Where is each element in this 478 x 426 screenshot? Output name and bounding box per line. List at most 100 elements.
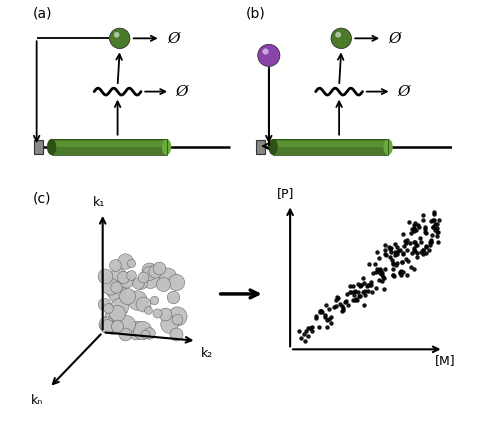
Point <box>410 227 417 234</box>
Point <box>409 250 416 257</box>
Point <box>412 227 420 234</box>
Point <box>403 271 411 278</box>
Point <box>361 292 369 299</box>
Point <box>350 296 358 303</box>
Point <box>100 300 108 307</box>
Point <box>376 277 383 284</box>
Point <box>430 223 437 230</box>
Point <box>322 314 329 321</box>
Point <box>401 238 408 245</box>
Point <box>161 311 169 317</box>
Point <box>390 266 397 273</box>
Point <box>433 233 441 239</box>
Point <box>381 250 389 257</box>
Text: k₂: k₂ <box>201 347 213 360</box>
Point <box>101 273 109 279</box>
Point <box>104 305 111 312</box>
Point <box>419 216 427 223</box>
Point <box>433 220 441 227</box>
Point <box>425 246 433 253</box>
Point <box>172 331 179 338</box>
Point <box>304 324 312 331</box>
Point <box>431 227 439 233</box>
Point <box>420 247 427 253</box>
Point <box>301 337 308 344</box>
Point <box>378 271 386 278</box>
Point <box>324 317 331 323</box>
Point <box>392 250 400 257</box>
Circle shape <box>109 28 130 49</box>
Point <box>351 297 358 304</box>
Point <box>327 319 335 326</box>
Point <box>414 222 422 229</box>
Text: (b): (b) <box>245 6 265 20</box>
Point <box>111 262 119 269</box>
Point <box>121 331 129 337</box>
Point <box>152 268 159 275</box>
Point <box>325 316 333 322</box>
Point <box>372 285 380 292</box>
Point <box>411 220 418 227</box>
Point <box>304 332 312 339</box>
Circle shape <box>331 28 351 49</box>
Point <box>376 266 384 273</box>
Point <box>134 280 141 287</box>
Point <box>423 250 430 256</box>
Point <box>297 335 305 342</box>
Point <box>397 269 404 276</box>
Circle shape <box>258 44 280 66</box>
Point <box>317 308 325 314</box>
Point <box>137 279 144 286</box>
Point <box>434 239 442 245</box>
Point <box>146 276 153 283</box>
Point <box>145 267 152 273</box>
Point <box>350 288 358 295</box>
Point <box>321 311 329 318</box>
Point <box>169 294 176 300</box>
Point <box>145 330 152 337</box>
Point <box>122 277 130 284</box>
Point <box>355 292 362 299</box>
Point <box>365 261 373 268</box>
Point <box>398 259 406 265</box>
Point <box>144 306 152 313</box>
Point <box>103 323 111 330</box>
Point <box>427 236 435 243</box>
Point <box>427 238 435 245</box>
Point <box>165 320 173 327</box>
Ellipse shape <box>47 139 56 155</box>
Point <box>400 242 408 249</box>
Point <box>369 289 376 296</box>
Point <box>339 305 347 311</box>
Point <box>387 253 394 260</box>
Bar <box>52 139 166 155</box>
Point <box>174 316 181 322</box>
Point <box>419 247 426 253</box>
Point <box>411 226 418 233</box>
Point <box>356 293 363 299</box>
Point <box>402 256 410 262</box>
Point <box>123 292 130 299</box>
Point <box>416 235 424 242</box>
Point <box>431 221 439 227</box>
Point <box>347 283 354 290</box>
Point <box>391 241 399 248</box>
Point <box>387 248 394 255</box>
Point <box>371 260 379 267</box>
Ellipse shape <box>162 139 171 155</box>
Point <box>394 248 402 255</box>
Point <box>435 217 443 224</box>
Bar <box>273 141 388 147</box>
Point <box>317 308 325 314</box>
Text: Ø: Ø <box>176 85 188 98</box>
Point <box>415 223 423 230</box>
Text: (a): (a) <box>33 6 52 20</box>
Point <box>417 239 424 245</box>
Point <box>141 331 149 338</box>
Point <box>412 242 420 249</box>
Point <box>410 239 418 245</box>
Point <box>107 282 114 289</box>
Point <box>366 282 373 288</box>
Point <box>332 297 340 304</box>
Point <box>361 287 369 294</box>
